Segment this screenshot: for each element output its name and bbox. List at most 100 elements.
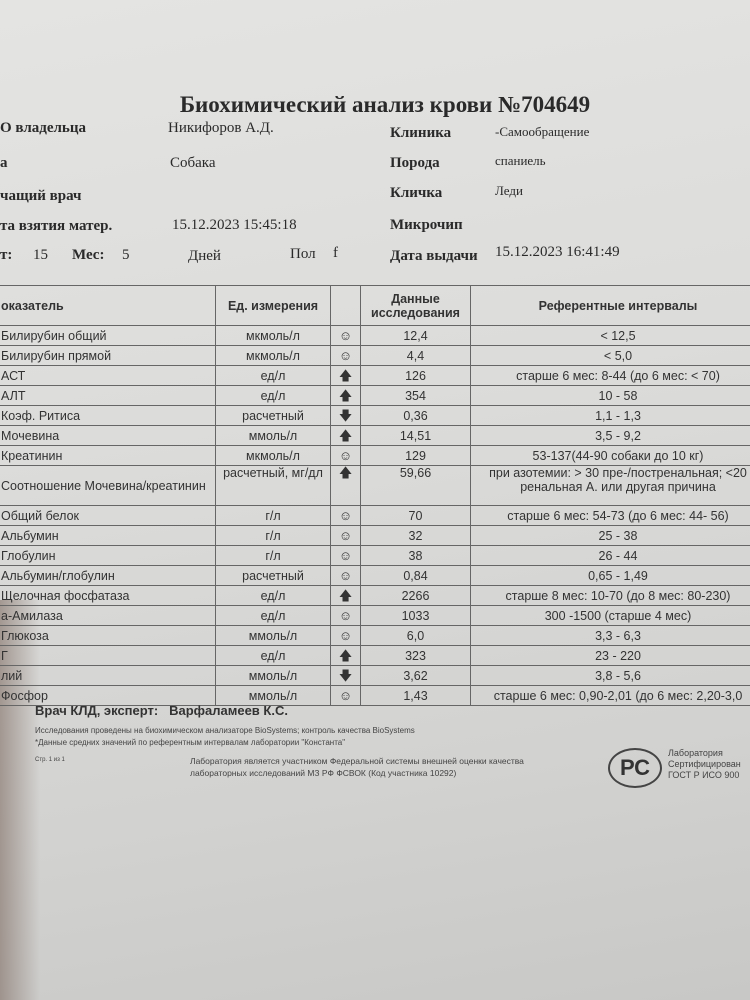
page-number: Стр. 1 из 1 <box>35 757 65 763</box>
reference-range: 53-137(44-90 собаки до 10 кг) <box>470 445 750 466</box>
sex-value: f <box>333 245 338 261</box>
age-years-value: 15 <box>33 247 48 263</box>
value: 12,4 <box>360 325 471 346</box>
smiley-icon: ☺ <box>330 505 361 526</box>
doctor-label: чащий врач <box>0 188 82 204</box>
sex-label: Пол <box>290 246 316 262</box>
table-row: лий ммоль/л 🡇 3,62 3,8 - 5,6 <box>0 665 750 686</box>
reference-range: 3,5 - 9,2 <box>470 425 750 446</box>
indicator-name: лий <box>0 665 216 686</box>
col-unit: Ед. измерения <box>215 285 331 326</box>
species-value: Собака <box>170 155 216 171</box>
breed-label: Порода <box>390 155 440 171</box>
name-label: Кличка <box>390 185 443 201</box>
unit: мкмоль/л <box>215 325 331 346</box>
reference-range: 10 - 58 <box>470 385 750 406</box>
col-indicator: оказатель <box>0 285 216 326</box>
table-row: Глюкоза ммоль/л ☺ 6,0 3,3 - 6,3 <box>0 625 750 646</box>
age-years-label: т: <box>0 247 13 263</box>
arrow-up-icon: 🡅 <box>330 585 361 606</box>
smiley-icon: ☺ <box>330 345 361 366</box>
smiley-icon: ☺ <box>330 565 361 586</box>
reference-range: старше 6 мес: 0,90-2,01 (до 6 мес: 2,20-… <box>470 685 750 706</box>
unit: расчетный, мг/дл <box>215 465 331 506</box>
value: 70 <box>360 505 471 526</box>
expert-label: Врач КЛД, эксперт: <box>35 703 159 718</box>
table-row: Мочевина ммоль/л 🡅 14,51 3,5 - 9,2 <box>0 425 750 446</box>
days-label: Дней <box>188 248 221 264</box>
certification-text: Лаборатория Сертифицирован ГОСТ Р ИСО 900 <box>668 748 741 780</box>
arrow-up-icon: 🡅 <box>330 425 361 446</box>
indicator-name: Общий белок <box>0 505 216 526</box>
value: 32 <box>360 525 471 546</box>
table-row: Билирубин общий мкмоль/л ☺ 12,4 < 12,5 <box>0 325 750 346</box>
unit: ед/л <box>215 585 331 606</box>
value: 1033 <box>360 605 471 626</box>
unit: г/л <box>215 545 331 566</box>
smiley-icon: ☺ <box>330 625 361 646</box>
unit: мкмоль/л <box>215 345 331 366</box>
table-row: АСТ ед/л 🡅 126 старше 6 мес: 8-44 (до 6 мес:… <box>0 365 750 386</box>
issue-date-label: Дата выдачи <box>390 248 478 264</box>
table-row: Соотношение Мочевина/креатинин расчетный,… <box>0 465 750 506</box>
indicator-name: Фосфор <box>0 685 216 706</box>
indicator-name: Креатинин <box>0 445 216 466</box>
table-header-row: оказатель Ед. измерения Данные исследова… <box>0 285 750 326</box>
smiley-icon: ☺ <box>330 525 361 546</box>
issue-date-value: 15.12.2023 16:41:49 <box>495 244 620 260</box>
unit: расчетный <box>215 405 331 426</box>
reference-range: 26 - 44 <box>470 545 750 566</box>
table-row: Билирубин прямой мкмоль/л ☺ 4,4 < 5,0 <box>0 345 750 366</box>
unit: ммоль/л <box>215 685 331 706</box>
table-row: Альбумин г/л ☺ 32 25 - 38 <box>0 525 750 546</box>
unit: ммоль/л <box>215 665 331 686</box>
value: 1,43 <box>360 685 471 706</box>
table-row: Альбумин/глобулин расчетный ☺ 0,84 0,65 - 1,… <box>0 565 750 586</box>
indicator-name: Билирубин прямой <box>0 345 216 366</box>
indicator-name: Альбумин/глобулин <box>0 565 216 586</box>
age-months-label: Мес: <box>72 247 105 263</box>
reference-range: 300 -1500 (старше 4 мес) <box>470 605 750 626</box>
indicator-name: Щелочная фосфатаза <box>0 585 216 606</box>
arrow-up-icon: 🡅 <box>330 465 361 506</box>
breed-value: спаниель <box>495 153 546 168</box>
sample-date-label: та взятия матер. <box>0 218 113 234</box>
arrow-down-icon: 🡇 <box>330 405 361 426</box>
indicator-name: Глюкоза <box>0 625 216 646</box>
table-row: АЛТ ед/л 🡅 354 10 - 58 <box>0 385 750 406</box>
table-row: Коэф. Ритиса расчетный 🡇 0,36 1,1 - 1,3 <box>0 405 750 426</box>
name-value: Леди <box>495 183 523 198</box>
col-reference: Референтные интервалы <box>470 285 750 326</box>
unit: ед/л <box>215 605 331 626</box>
unit: ед/л <box>215 645 331 666</box>
value: 126 <box>360 365 471 386</box>
reference-range: 25 - 38 <box>470 525 750 546</box>
owner-label: О владельца <box>0 120 86 136</box>
value: 38 <box>360 545 471 566</box>
owner-value: Никифоров А.Д. <box>168 120 274 136</box>
species-label: а <box>0 155 8 171</box>
unit: ммоль/л <box>215 625 331 646</box>
indicator-name: Г <box>0 645 216 666</box>
table-row: Глобулин г/л ☺ 38 26 - 44 <box>0 545 750 566</box>
unit: мкмоль/л <box>215 445 331 466</box>
reference-range: старше 6 мес: 8-44 (до 6 мес: < 70) <box>470 365 750 386</box>
indicator-name: Альбумин <box>0 525 216 546</box>
arrow-down-icon: 🡇 <box>330 665 361 686</box>
unit: ммоль/л <box>215 425 331 446</box>
unit: ед/л <box>215 385 331 406</box>
unit: г/л <box>215 525 331 546</box>
reference-note: *Данные средних значений по референтным … <box>35 738 346 747</box>
fsvok-line-1: Лаборатория является участником Федераль… <box>190 756 524 766</box>
expert-name: Варфаламеев К.С. <box>169 703 288 718</box>
value: 14,51 <box>360 425 471 446</box>
certification-logo: РС <box>608 748 662 788</box>
col-flag <box>330 285 361 326</box>
value: 2266 <box>360 585 471 606</box>
reference-range: 3,8 - 5,6 <box>470 665 750 686</box>
value: 129 <box>360 445 471 466</box>
indicator-name: а-Амилаза <box>0 605 216 626</box>
reference-range: 0,65 - 1,49 <box>470 565 750 586</box>
arrow-up-icon: 🡅 <box>330 365 361 386</box>
